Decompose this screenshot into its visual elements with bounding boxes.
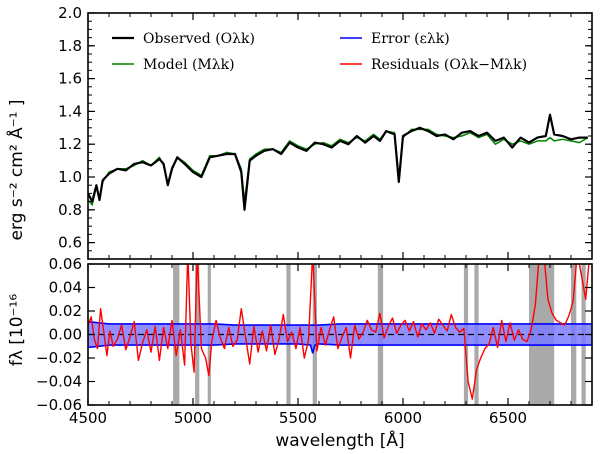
residuals-line bbox=[88, 264, 590, 400]
bottom-ytick-label: −0.02 bbox=[36, 349, 82, 367]
legend-residuals-label: Residuals (Oλk−Mλk) bbox=[371, 57, 527, 73]
error-band-lower-line bbox=[88, 343, 592, 354]
spectra-lines bbox=[88, 113, 589, 211]
series-observed-line bbox=[88, 113, 588, 211]
xtick-label: 5000 bbox=[174, 409, 212, 427]
top-axes-frame bbox=[87, 12, 593, 260]
top-ytick-label: 0.8 bbox=[58, 201, 82, 219]
top-ytick-label: 1.2 bbox=[58, 135, 82, 153]
top-ytick-label: 2.0 bbox=[58, 4, 82, 22]
error-band-upper-line bbox=[88, 320, 592, 326]
bottom-ytick-label: 0.02 bbox=[49, 302, 82, 320]
legend-error-label: Error (ελk) bbox=[371, 31, 450, 47]
top-ytick-label: 0.6 bbox=[58, 234, 82, 252]
top-ytick-label: 1.8 bbox=[58, 37, 82, 55]
top-ytick-label: 1.0 bbox=[58, 168, 82, 186]
bottom-ytick-label: 0.06 bbox=[49, 255, 82, 273]
bottom-ytick-label: −0.04 bbox=[36, 373, 82, 391]
xtick-label: 6500 bbox=[489, 409, 527, 427]
xtick-label: 6000 bbox=[384, 409, 422, 427]
legend-observed-label: Observed (Oλk) bbox=[143, 31, 255, 47]
ticks-group: 0.6 0.8 1.0 1.2 1.4 1.6 1.8 2.0 −0.06 −0.04 −0.02 0… bbox=[36, 4, 593, 427]
top-ylabel: erg s⁻² cm² Å⁻¹ ] bbox=[5, 100, 27, 241]
legend-model-label: Model (Mλk) bbox=[143, 57, 235, 73]
bottom-ytick-label: 0.00 bbox=[49, 326, 82, 344]
error-band-fill bbox=[88, 321, 592, 354]
xtick-label: 4500 bbox=[69, 409, 107, 427]
xtick-label: 5500 bbox=[279, 409, 317, 427]
bottom-ytick-label: 0.04 bbox=[49, 279, 82, 297]
bottom-ytick-label: −0.06 bbox=[36, 396, 82, 414]
residuals-group bbox=[88, 264, 590, 400]
top-ytick-label: 1.4 bbox=[58, 102, 82, 120]
x-axis-label: wavelength [Å] bbox=[275, 429, 404, 451]
bottom-ylabel: fλ [10⁻¹⁶ bbox=[7, 294, 27, 367]
legend: Observed (Oλk) Model (Mλk) Error (ελk) R… bbox=[112, 31, 527, 73]
error-band-group bbox=[88, 320, 592, 354]
top-ytick-label: 1.6 bbox=[58, 70, 82, 88]
series-model-line bbox=[88, 128, 589, 206]
